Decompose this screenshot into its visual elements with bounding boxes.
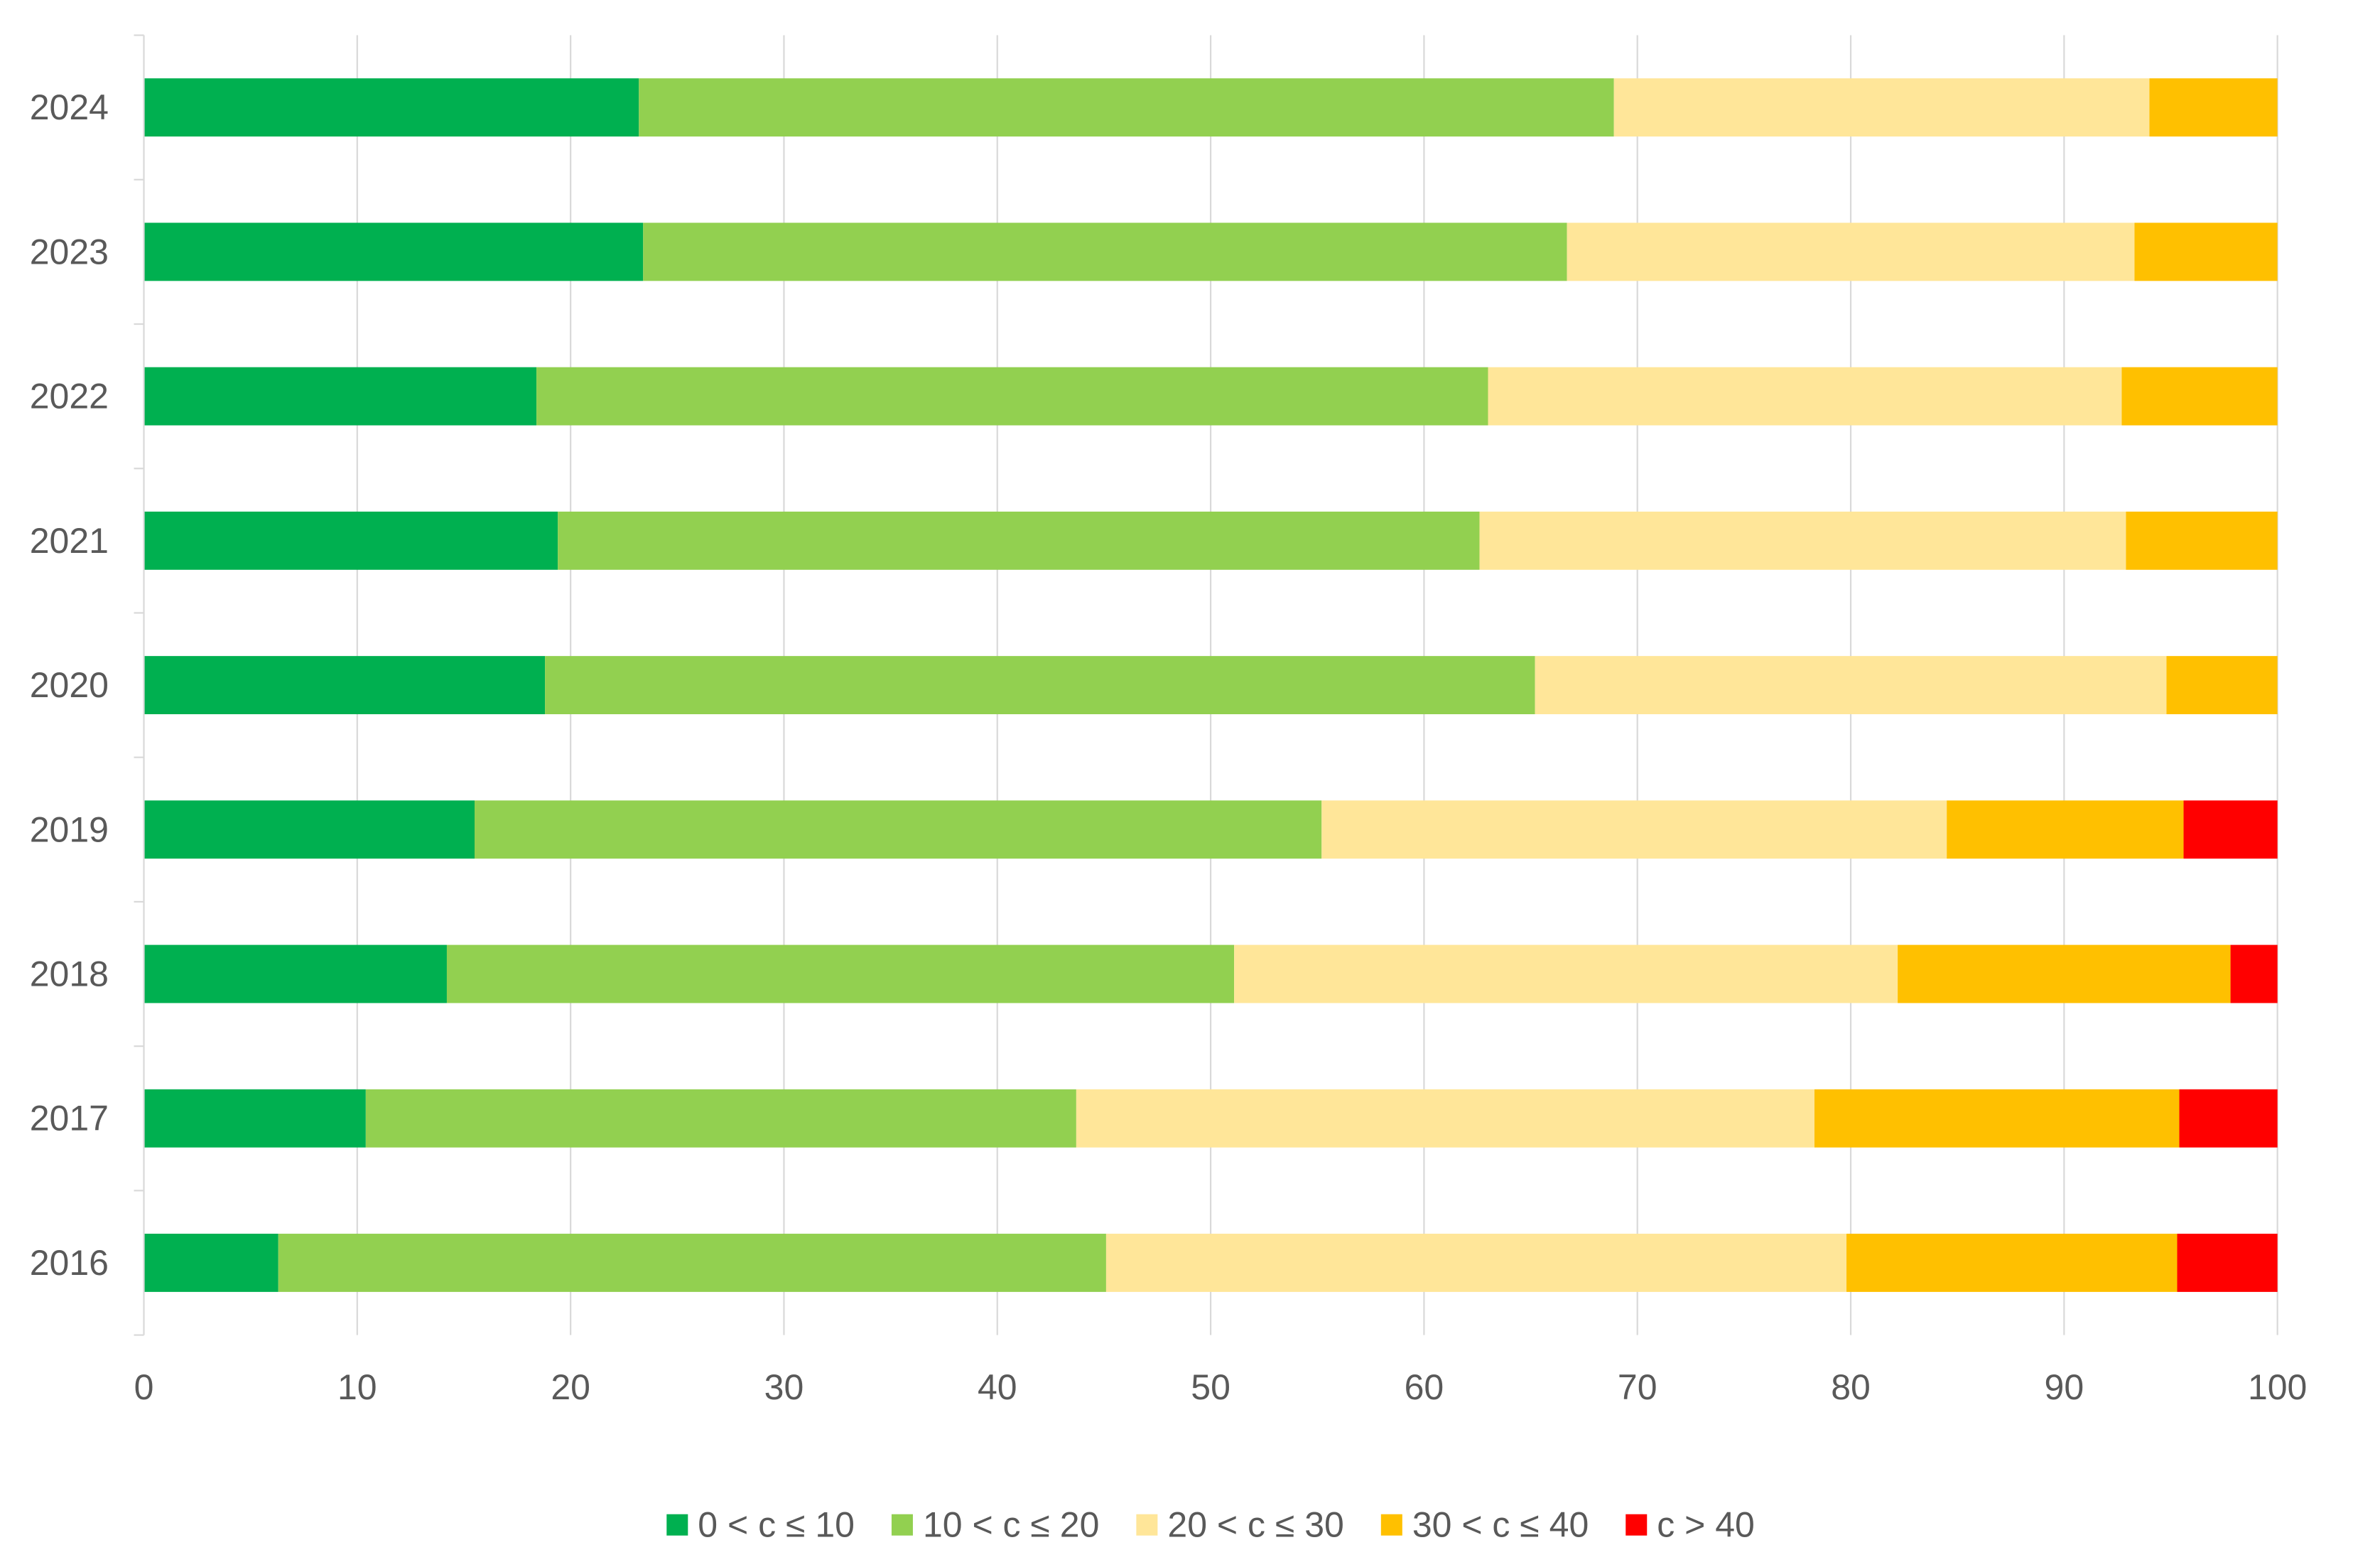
legend-label: 10 < c ≤ 20 [923, 1505, 1099, 1545]
legend-label: 0 < c ≤ 10 [698, 1505, 855, 1545]
bar-segment [278, 1234, 1106, 1292]
bar-segment [1488, 367, 2122, 426]
bar-segment [1814, 1089, 2180, 1148]
y-tick-label: 2016 [30, 1243, 109, 1283]
x-tick-label: 80 [1831, 1367, 1871, 1407]
y-tick-label: 2023 [30, 232, 109, 271]
bar-segment [1535, 656, 2167, 714]
bar-segment [144, 367, 537, 426]
legend-label: c > 40 [1657, 1505, 1755, 1545]
bar-segment [2166, 656, 2278, 714]
legend-label: 30 < c ≤ 40 [1412, 1505, 1589, 1545]
legend-item: 20 < c ≤ 30 [1136, 1505, 1344, 1545]
y-tick-label: 2020 [30, 665, 109, 705]
bar-segment [2230, 944, 2278, 1003]
bar-segment [474, 800, 1322, 859]
x-tick-label: 0 [134, 1367, 154, 1407]
bar-segment [2179, 1089, 2278, 1148]
y-tick-label: 2024 [30, 87, 109, 127]
bar-segment [1947, 800, 2184, 859]
bar-segment [2149, 78, 2278, 137]
bar-segment [2177, 1234, 2278, 1292]
y-tick-label: 2021 [30, 521, 109, 561]
x-tick-label: 90 [2045, 1367, 2084, 1407]
bar-segment [1898, 944, 2231, 1003]
bar-segment [2183, 800, 2278, 859]
bar-segment [545, 656, 1535, 714]
x-tick-label: 30 [764, 1367, 804, 1407]
bar-segment [558, 511, 1480, 570]
bar-segment [144, 800, 475, 859]
x-tick-label: 100 [2248, 1367, 2307, 1407]
bar-segment [1846, 1234, 2178, 1292]
y-tick-label: 2018 [30, 954, 109, 994]
bar-segment [536, 367, 1488, 426]
legend-item: 0 < c ≤ 10 [666, 1505, 855, 1545]
bar-segment [144, 1234, 278, 1292]
bar-segment [1321, 800, 1947, 859]
y-tick-label: 2019 [30, 809, 109, 849]
legend-swatch [1380, 1514, 1402, 1536]
legend-swatch [666, 1514, 688, 1536]
legend-swatch [1626, 1514, 1648, 1536]
x-tick-label: 60 [1405, 1367, 1444, 1407]
legend-item: c > 40 [1626, 1505, 1755, 1545]
bar-segment [446, 944, 1235, 1003]
bar-segment [1076, 1089, 1814, 1148]
legend-swatch [891, 1514, 913, 1536]
bar-segment [1613, 78, 2150, 137]
bar-segment [144, 1089, 366, 1148]
bar-segment [1479, 511, 2126, 570]
x-tick-label: 50 [1191, 1367, 1230, 1407]
bar-segment [1234, 944, 1898, 1003]
bar-segment [643, 222, 1567, 281]
bars-layer [144, 78, 2278, 1292]
legend-item: 10 < c ≤ 20 [891, 1505, 1099, 1545]
x-tick-label: 20 [551, 1367, 590, 1407]
axis-layer: 0 10 20 30 40 50 60 70 80 90 100 2024 2023 2022 2021 20… [30, 34, 2307, 1407]
bar-segment [144, 78, 639, 137]
legend-item: 30 < c ≤ 40 [1380, 1505, 1589, 1545]
bar-segment [2134, 222, 2278, 281]
bar-segment [144, 222, 644, 281]
y-tick-label: 2017 [30, 1099, 109, 1138]
bar-segment [1105, 1234, 1847, 1292]
bar-segment [365, 1089, 1076, 1148]
legend-label: 20 < c ≤ 30 [1167, 1505, 1343, 1545]
legend: 0 < c ≤ 10 10 < c ≤ 20 20 < c ≤ 30 30 < c ≤… [666, 1505, 1755, 1545]
y-tick-label: 2022 [30, 377, 109, 416]
x-tick-label: 40 [978, 1367, 1017, 1407]
bar-segment [144, 656, 546, 714]
bar-segment [144, 944, 447, 1003]
bar-segment [2121, 367, 2278, 426]
x-tick-label: 70 [1618, 1367, 1657, 1407]
x-tick-label: 10 [337, 1367, 377, 1407]
bar-segment [2126, 511, 2278, 570]
bar-segment [639, 78, 1614, 137]
bar-segment [1567, 222, 2135, 281]
bar-segment [144, 511, 558, 570]
legend-swatch [1136, 1514, 1158, 1536]
